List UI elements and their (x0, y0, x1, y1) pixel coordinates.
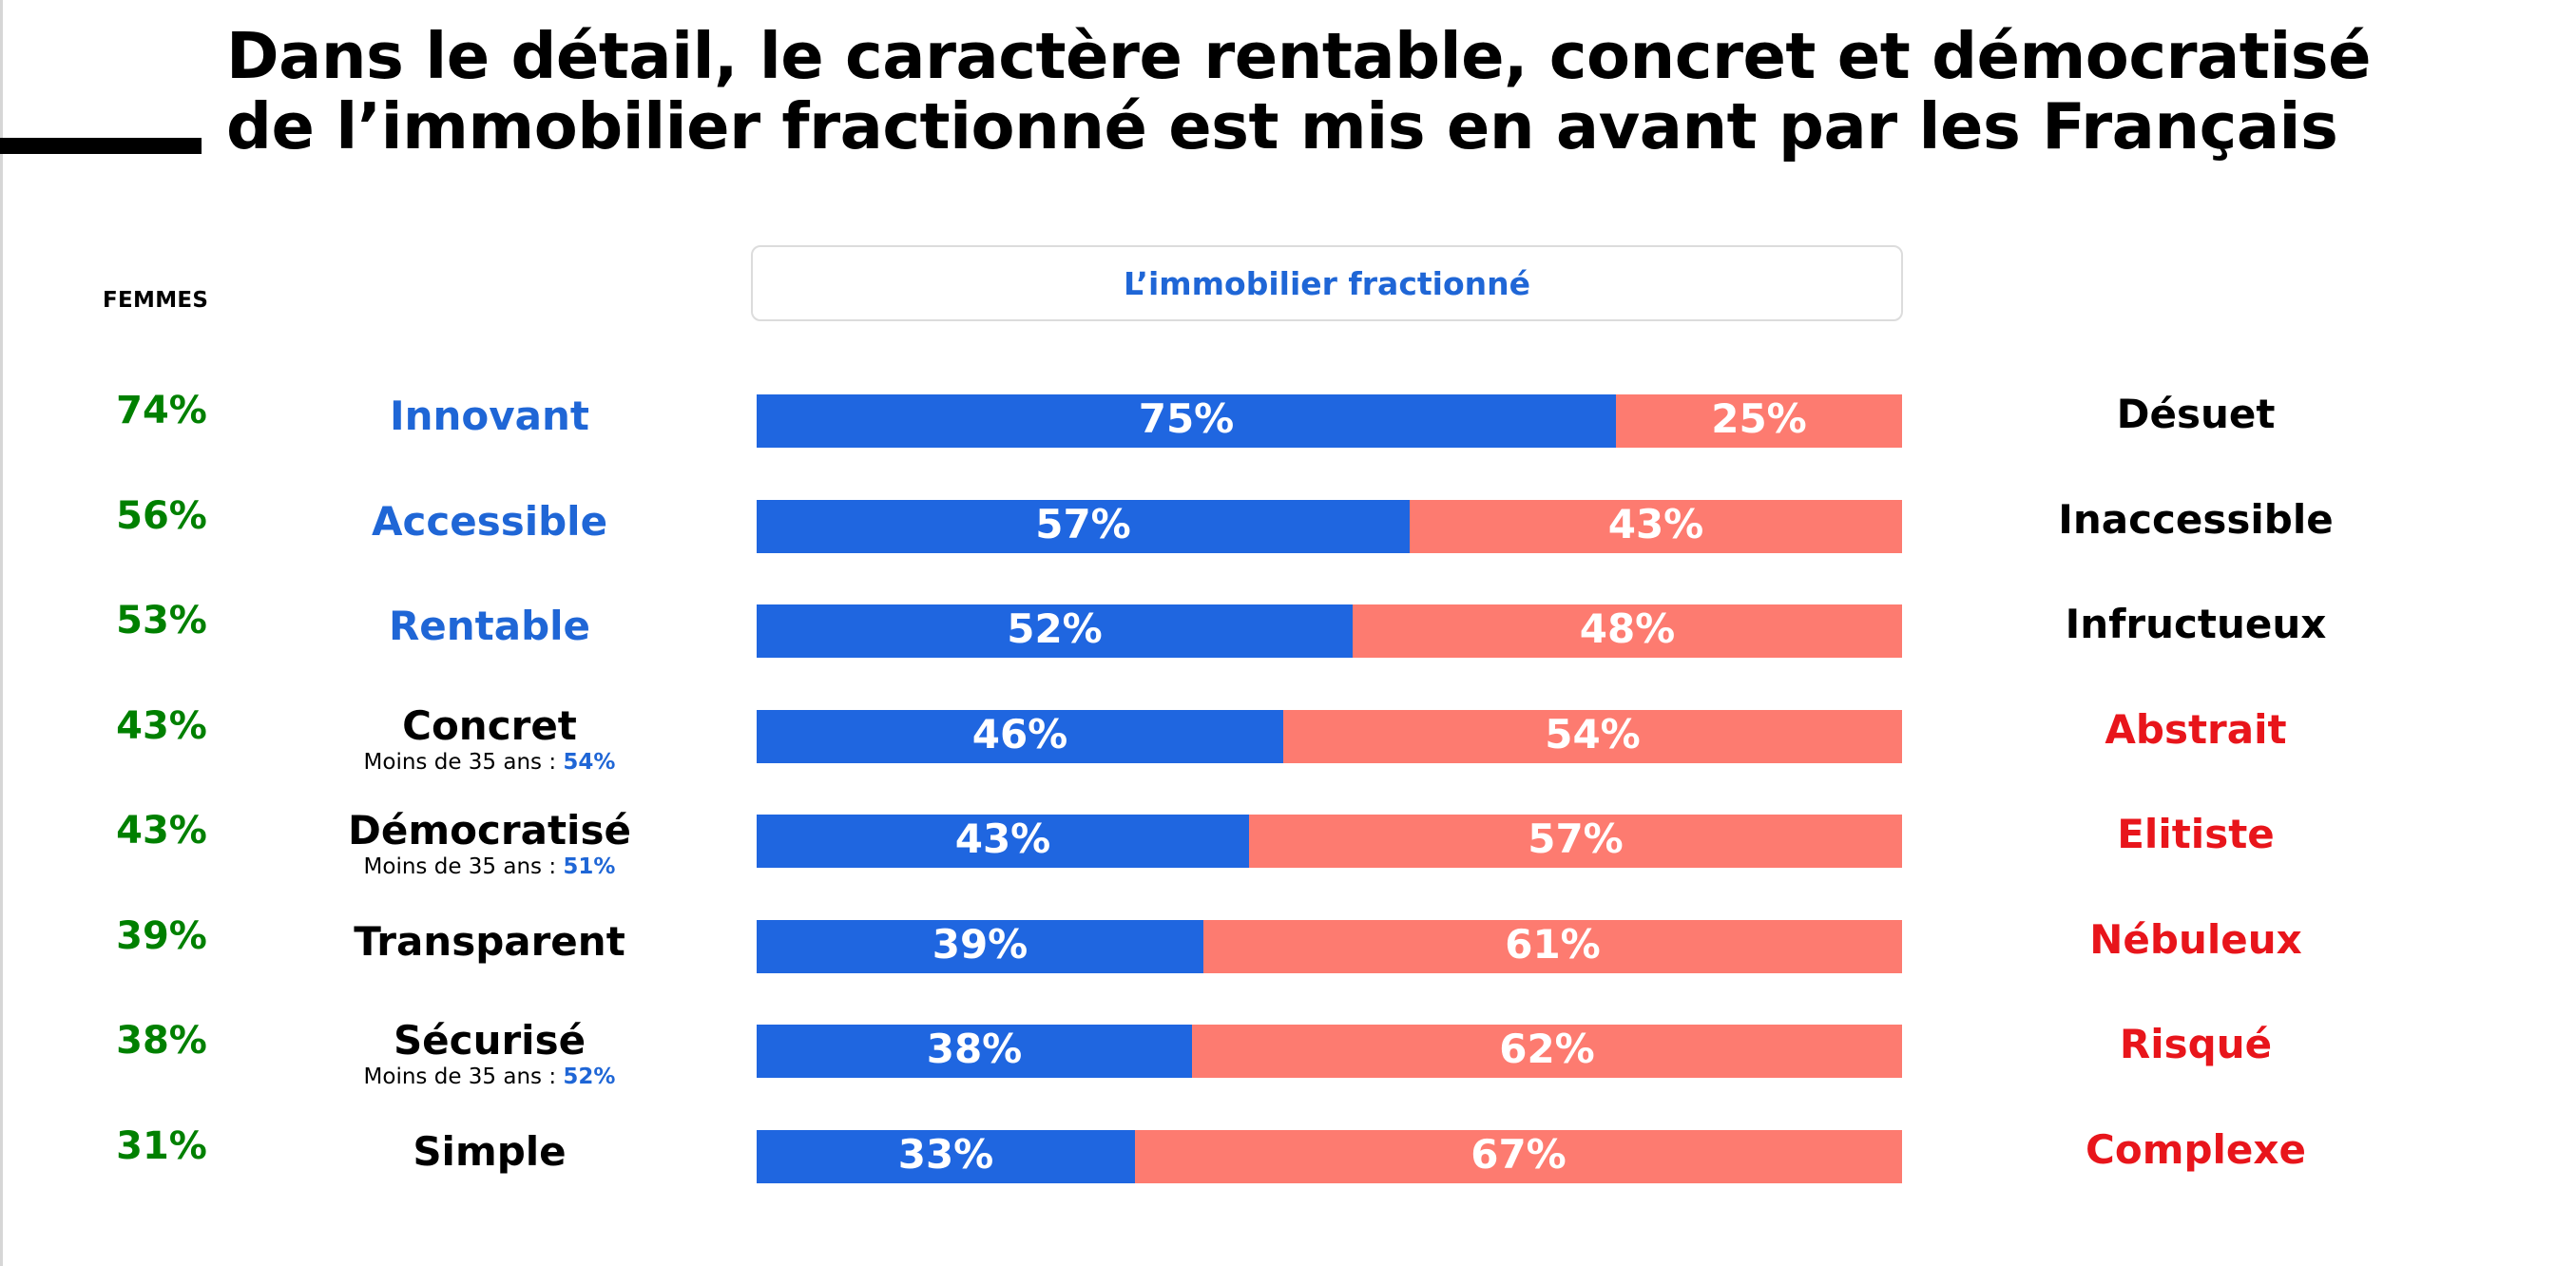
bar-negative (1616, 394, 1902, 448)
page-title: Dans le détail, le caractère rentable, c… (226, 21, 2527, 162)
negative-attribute-label: Désuet (2116, 391, 2276, 437)
page-left-border (0, 0, 3, 1266)
negative-attribute-label: Complexe (2086, 1125, 2306, 1173)
positive-attribute-label: Accessible (371, 497, 608, 545)
women-percentage: 39% (116, 913, 207, 958)
negative-attribute-label: Risqué (2119, 1021, 2273, 1067)
bar-negative-label: 43% (1607, 500, 1704, 547)
under-35-value: 54% (563, 749, 616, 775)
positive-attribute-label: Simple (413, 1127, 567, 1175)
bar-positive (757, 709, 1283, 763)
positive-attribute-label: Rentable (388, 603, 591, 649)
bar-positive-label: 75% (1138, 395, 1235, 442)
women-percentage: 43% (116, 809, 207, 853)
women-percentage: 43% (116, 703, 207, 748)
bar-negative-label: 54% (1545, 710, 1641, 758)
bar-positive (757, 604, 1353, 658)
negative-attribute-label: Nébuleux (2089, 915, 2302, 963)
bar-negative-label: 61% (1505, 920, 1601, 968)
bar-positive-label: 43% (954, 815, 1051, 862)
bar-positive-label: 57% (1035, 500, 1131, 547)
negative-attribute-label: Elitiste (2117, 811, 2275, 857)
bar-positive (757, 815, 1249, 868)
bar-positive-label: 46% (971, 710, 1068, 758)
negative-attribute-label: Abstrait (2105, 705, 2287, 753)
page-title-line-1: Dans le détail, le caractère rentable, c… (226, 19, 2372, 93)
women-percentage: 31% (116, 1123, 207, 1168)
under-35-prefix: Moins de 35 ans : (363, 1065, 564, 1089)
women-column-header: FEMMES (103, 288, 209, 313)
page-title-line-2: de l’immobilier fractionné est mis en av… (226, 89, 2338, 163)
bar-positive (757, 919, 1203, 973)
bar-negative-label: 48% (1579, 605, 1676, 652)
bar-negative (1283, 709, 1902, 763)
positive-attribute-label: Innovant (390, 393, 589, 439)
positive-attribute-label: Concret (402, 701, 577, 749)
title-accent-rule (0, 138, 202, 154)
under-35-note: Moins de 35 ans : 54% (242, 750, 737, 775)
bar-positive (757, 499, 1410, 553)
bar-negative (1192, 1025, 1902, 1078)
women-percentage: 74% (116, 389, 207, 432)
bar-negative-label: 57% (1528, 815, 1624, 862)
bar-positive (757, 394, 1616, 448)
chart-header-box: L’immobilier fractionné (751, 245, 1903, 321)
negative-attribute-label: Inaccessible (2058, 495, 2334, 543)
women-percentage: 53% (116, 599, 207, 643)
under-35-value: 51% (563, 854, 616, 879)
bar-positive-label: 38% (926, 1026, 1023, 1072)
bar-negative (1353, 604, 1902, 658)
women-percentage: 38% (116, 1019, 207, 1063)
bar-negative-label: 67% (1471, 1130, 1567, 1178)
bar-negative-label: 25% (1711, 395, 1807, 442)
bar-positive-label: 33% (897, 1130, 994, 1178)
bar-positive-label: 52% (1007, 605, 1103, 652)
chart-header-label: L’immobilier fractionné (1123, 264, 1531, 302)
bar-negative-label: 62% (1499, 1026, 1595, 1072)
women-percentage: 56% (116, 493, 207, 538)
bar-positive (757, 1129, 1135, 1183)
negative-attribute-label: Infructueux (2065, 601, 2327, 647)
under-35-value: 52% (563, 1065, 616, 1089)
bar-negative (1203, 919, 1902, 973)
under-35-note: Moins de 35 ans : 51% (242, 854, 737, 879)
positive-attribute-label: Transparent (354, 917, 625, 965)
bar-negative (1410, 499, 1902, 553)
positive-attribute-label: Démocratisé (348, 807, 631, 854)
bar-negative (1249, 815, 1902, 868)
under-35-note: Moins de 35 ans : 52% (242, 1065, 737, 1089)
under-35-prefix: Moins de 35 ans : (363, 749, 564, 775)
bar-positive-label: 39% (932, 920, 1028, 968)
positive-attribute-label: Sécurisé (393, 1017, 586, 1064)
under-35-prefix: Moins de 35 ans : (363, 854, 564, 879)
bar-negative (1135, 1129, 1902, 1183)
bar-positive (757, 1025, 1192, 1078)
